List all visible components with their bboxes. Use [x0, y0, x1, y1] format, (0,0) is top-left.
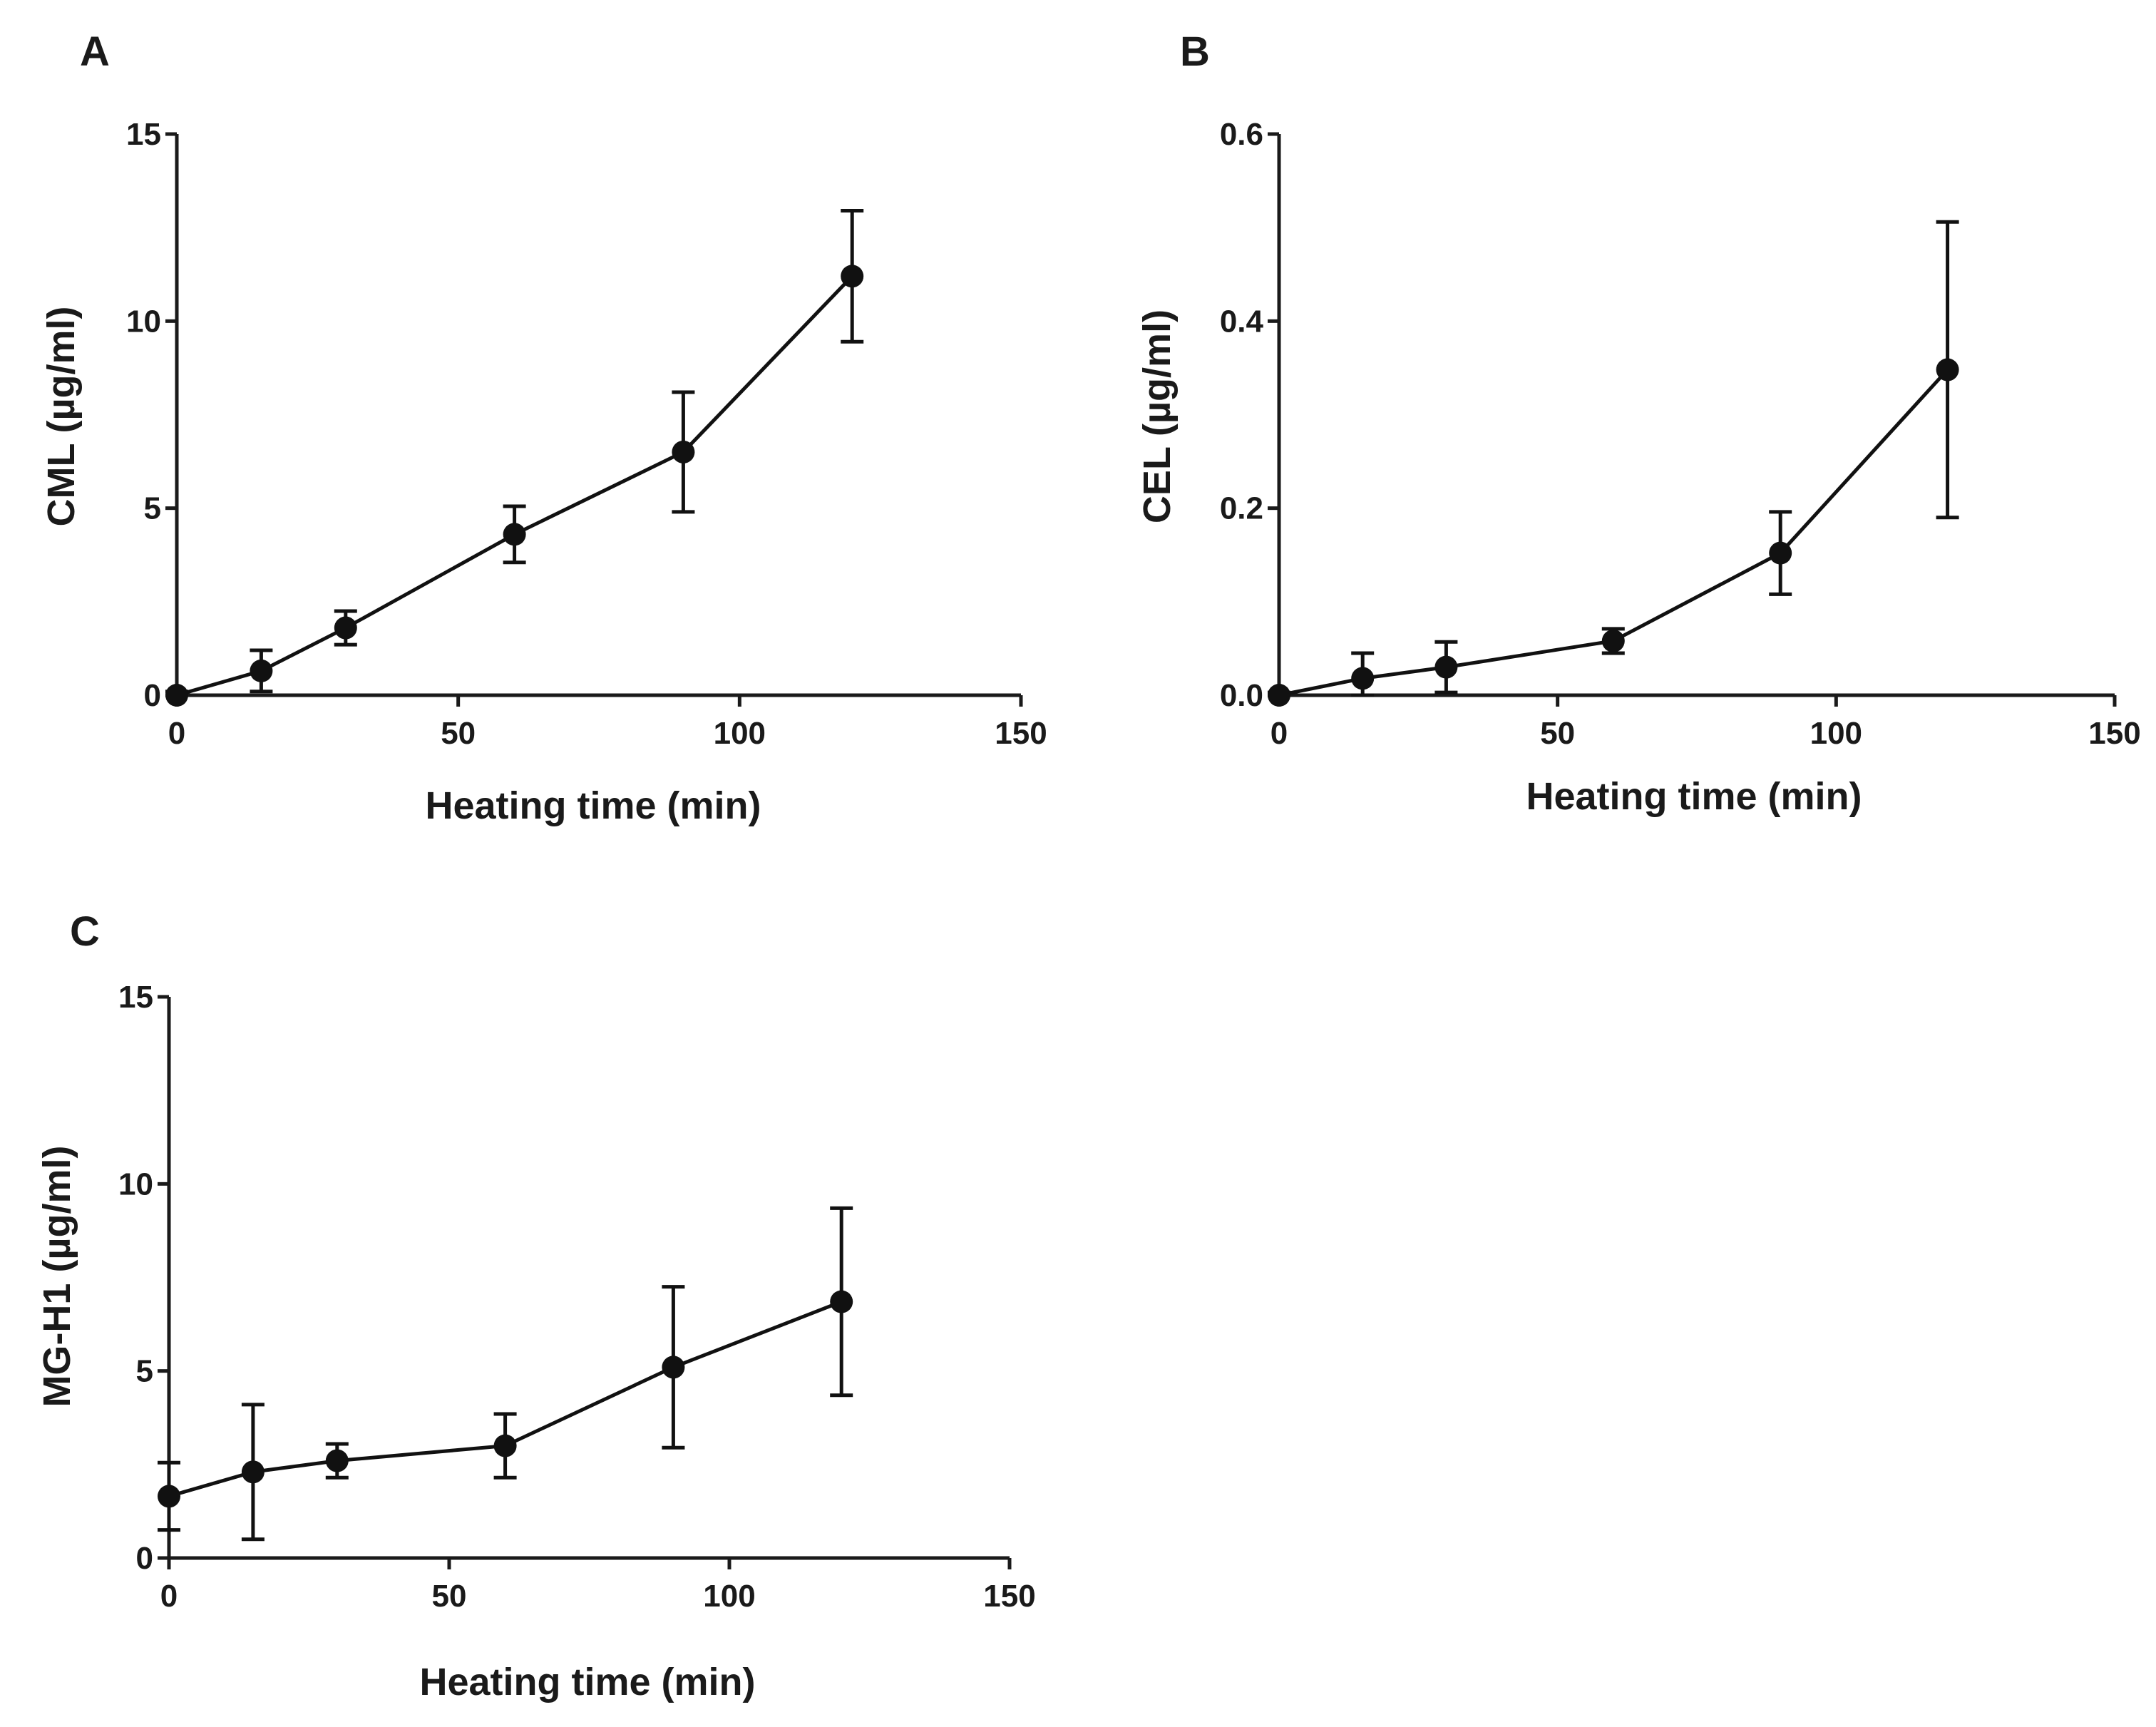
data-point	[250, 659, 273, 682]
x-axis-title-b: Heating time (min)	[1526, 775, 1862, 818]
y-tick-label: 0	[144, 678, 161, 713]
data-point	[325, 1449, 349, 1472]
data-point	[503, 523, 526, 546]
series-line	[1278, 368, 1949, 697]
ticks-c	[158, 995, 1012, 1569]
x-tick-label: 0	[1270, 716, 1288, 751]
data-point	[672, 440, 695, 463]
y-tick-label: 0	[136, 1541, 153, 1576]
axes-b	[1277, 134, 2115, 697]
y-tick-label: 15	[118, 980, 153, 1015]
data-point	[334, 616, 357, 640]
ticks-b	[1268, 132, 2117, 707]
axes-c	[167, 997, 1010, 1560]
x-tick-label: 50	[1540, 716, 1575, 751]
x-tick-label: 0	[160, 1579, 178, 1614]
data-marks-c	[158, 1206, 853, 1542]
y-tick-label: 5	[144, 491, 161, 526]
tick-labels-a: 0 50 100 150 0 5 10 15	[126, 117, 1047, 751]
x-tick-label: 150	[983, 1579, 1035, 1614]
data-point	[830, 1290, 853, 1313]
x-tick-label: 150	[995, 716, 1047, 751]
y-tick-label: 10	[118, 1167, 153, 1201]
data-point	[493, 1434, 517, 1457]
x-tick-label: 150	[2088, 716, 2140, 751]
panel-label-a: A	[80, 29, 110, 75]
x-tick-label: 0	[168, 716, 185, 751]
data-point	[1936, 358, 1959, 381]
x-tick-label: 100	[714, 716, 766, 751]
panel-label-b: B	[1180, 29, 1210, 75]
data-point	[1434, 655, 1458, 679]
y-tick-label: 5	[136, 1354, 153, 1389]
y-tick-label: 15	[126, 117, 161, 152]
x-tick-label: 50	[432, 1579, 467, 1614]
y-axis-title-b: CEL (µg/ml)	[1136, 309, 1179, 523]
y-tick-label: 0.4	[1220, 304, 1264, 339]
y-tick-label: 10	[126, 304, 161, 339]
series-line	[176, 275, 854, 697]
chart-panel-b: B 0 50 100 150 0.0 0.2 0.4 0.6 Heating time (mi…	[1136, 29, 2141, 818]
x-axis-title-a: Heating time (min)	[425, 784, 761, 827]
x-tick-label: 100	[703, 1579, 755, 1614]
data-point	[241, 1460, 265, 1484]
data-point	[1268, 684, 1290, 707]
data-marks-b	[1268, 220, 1959, 707]
data-marks-a	[165, 209, 864, 707]
y-axis-title-a: CML (µg/ml)	[40, 306, 83, 526]
chart-panel-a: A 0 50 100 150 0 5 10 15 Heating time (min) CML…	[40, 29, 1047, 827]
axes-a	[175, 134, 1021, 697]
tick-labels-b: 0 50 100 150 0.0 0.2 0.4 0.6	[1220, 117, 2141, 751]
data-point	[662, 1356, 685, 1379]
data-point	[841, 265, 864, 288]
x-tick-label: 100	[1810, 716, 1862, 751]
data-point	[165, 684, 188, 707]
panel-label-c: C	[70, 908, 100, 955]
data-point	[1351, 667, 1375, 690]
tick-labels-c: 0 50 100 150 0 5 10 15	[118, 980, 1036, 1614]
x-axis-title-c: Heating time (min)	[419, 1661, 755, 1703]
y-tick-label: 0.6	[1220, 117, 1263, 152]
y-axis-title-c: MG-H1 (µg/ml)	[36, 1145, 78, 1407]
data-point	[1769, 541, 1792, 565]
chart-panel-c: C 0 50 100 150 0 5 10 15 Heating time (min) MG-…	[36, 908, 1036, 1703]
x-tick-label: 50	[441, 716, 476, 751]
series-line	[168, 1300, 843, 1498]
data-point	[158, 1485, 180, 1508]
y-tick-label: 0.0	[1220, 678, 1263, 713]
ticks-a	[165, 132, 1023, 707]
data-point	[1601, 629, 1625, 652]
y-tick-label: 0.2	[1220, 491, 1263, 526]
